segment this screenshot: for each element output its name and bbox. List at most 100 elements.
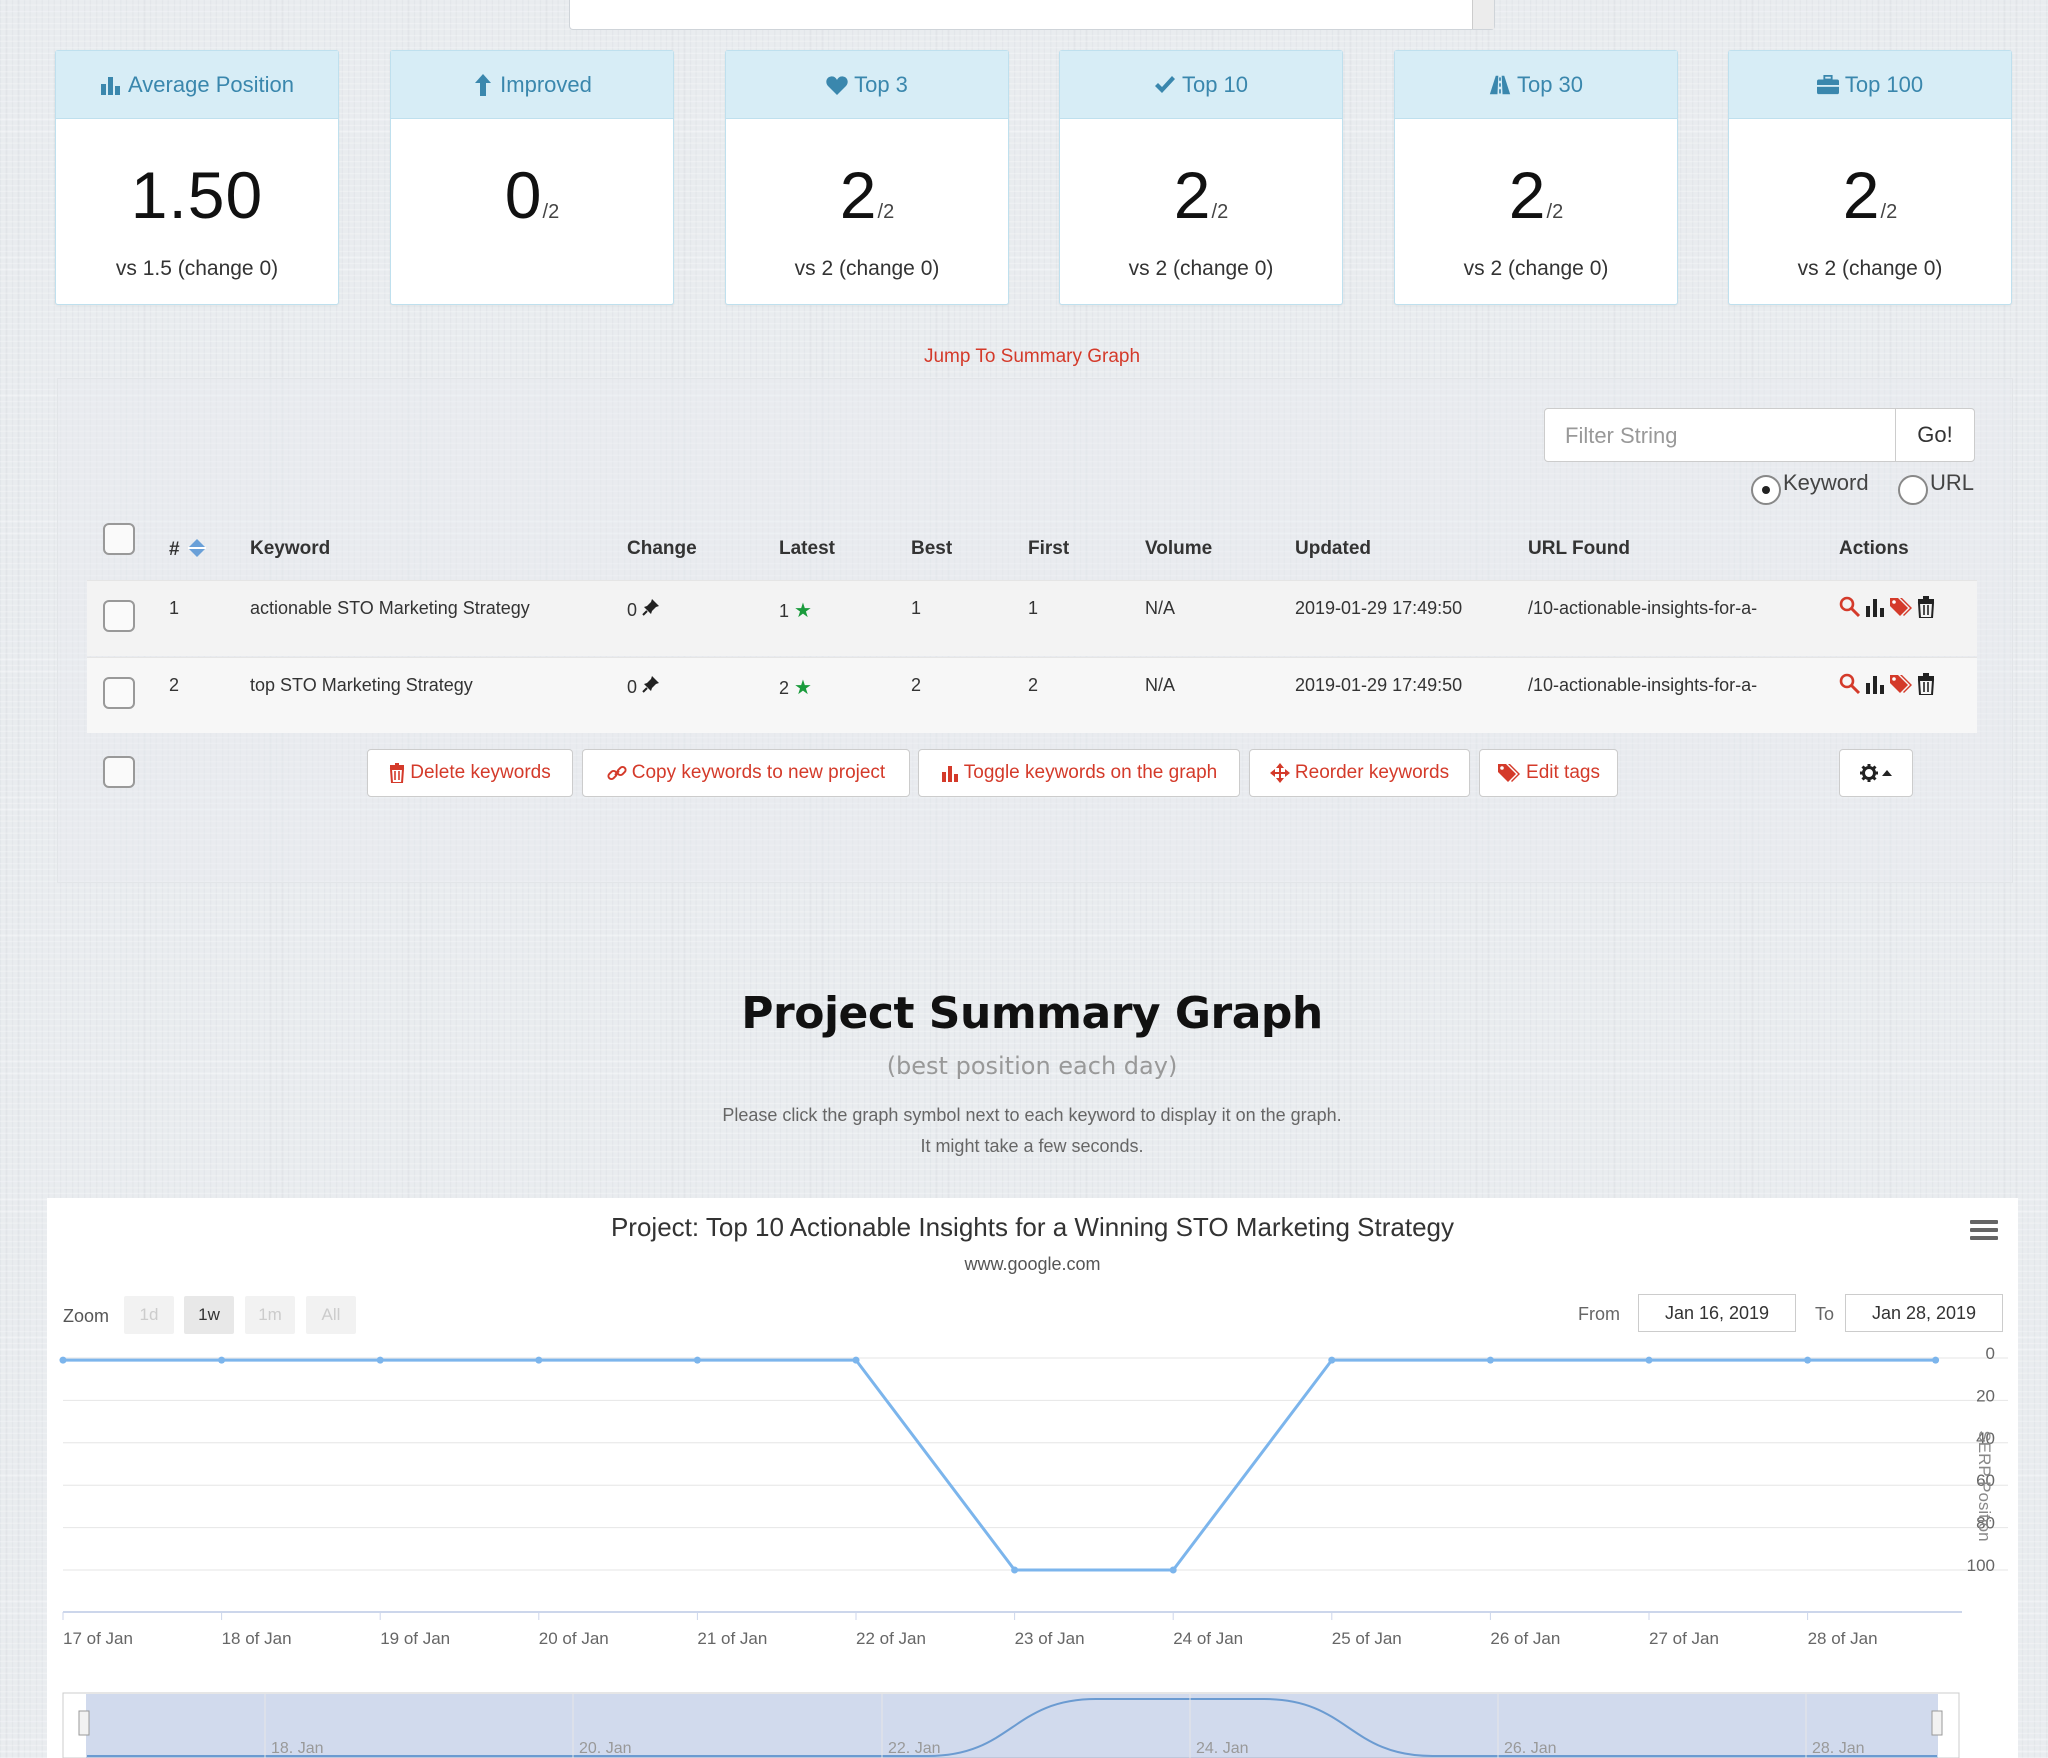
- cell-num-text: 2: [169, 675, 180, 695]
- navigator-handle[interactable]: [1931, 1710, 1943, 1736]
- radio-url-circle[interactable]: [1898, 475, 1928, 505]
- navigator-frame: [62, 1692, 1960, 1758]
- data-point[interactable]: [1645, 1356, 1653, 1364]
- col-num[interactable]: #: [169, 538, 209, 561]
- x-tick-label: 21 of Jan: [697, 1629, 767, 1648]
- go-button[interactable]: Go!: [1895, 408, 1975, 462]
- col-change[interactable]: Change: [627, 538, 697, 559]
- data-point[interactable]: [1011, 1566, 1019, 1574]
- summary-note-1: Please click the graph symbol next to ea…: [722, 1105, 1342, 1125]
- sort-icon[interactable]: [185, 538, 209, 558]
- zoom-1w-button[interactable]: 1w: [184, 1296, 234, 1334]
- stat-card-value: 2/2: [1729, 157, 2011, 232]
- x-tick-label: 25 of Jan: [1332, 1629, 1402, 1648]
- select-all-checkbox[interactable]: [103, 523, 135, 555]
- data-point[interactable]: [59, 1356, 67, 1364]
- cell-best-text: 2: [911, 675, 922, 695]
- stat-value: 2: [1508, 158, 1547, 232]
- cell-updated: 2019-01-29 17:49:50: [1295, 675, 1462, 696]
- to-date-input[interactable]: Jan 28, 2019: [1845, 1294, 2003, 1332]
- col-volume[interactable]: Volume: [1145, 538, 1213, 559]
- cell-best: 2: [911, 675, 921, 696]
- data-point[interactable]: [535, 1356, 543, 1364]
- cell-latest: 2 ★: [779, 675, 812, 700]
- stat-card-title: Average Position: [128, 71, 294, 97]
- stat-card-title: Top 10: [1181, 71, 1249, 97]
- col-latest[interactable]: Latest: [779, 538, 835, 559]
- pin-icon: [642, 676, 660, 693]
- row-actions: [1839, 596, 1935, 618]
- top-text-box[interactable]: [569, 0, 1495, 30]
- stat-card-title: Top 30: [1516, 71, 1584, 97]
- zoom-all-button[interactable]: All: [306, 1296, 356, 1334]
- scrollbar[interactable]: [1472, 0, 1494, 29]
- trash-icon[interactable]: [1917, 596, 1935, 618]
- data-point[interactable]: [218, 1356, 226, 1364]
- search-icon[interactable]: [1839, 596, 1861, 618]
- to-label: To: [1815, 1304, 1835, 1324]
- cell-volume-text: N/A: [1145, 598, 1176, 618]
- data-point[interactable]: [1328, 1356, 1336, 1364]
- row-checkbox[interactable]: [103, 677, 135, 709]
- stat-card-header: Top 3: [726, 51, 1008, 119]
- data-point[interactable]: [693, 1356, 701, 1364]
- data-point[interactable]: [376, 1356, 384, 1364]
- data-point[interactable]: [1804, 1356, 1812, 1364]
- summary-chart[interactable]: Project: Top 10 Actionable Insights for …: [47, 1198, 2018, 1758]
- cell-updated: 2019-01-29 17:49:50: [1295, 598, 1462, 619]
- toggle-keywords-button[interactable]: Toggle keywords on the graph: [918, 749, 1240, 797]
- trash-icon[interactable]: [1917, 673, 1935, 695]
- bar-chart-icon[interactable]: [1865, 674, 1885, 694]
- zoom-1m-button[interactable]: 1m: [245, 1296, 295, 1334]
- col-url-found[interactable]: URL Found: [1528, 538, 1631, 559]
- bulk-select-checkbox[interactable]: [103, 756, 135, 788]
- cell-url-found: /10-actionable-insights-for-a-: [1528, 598, 1757, 619]
- data-point[interactable]: [1932, 1356, 1940, 1364]
- copy-keywords-button[interactable]: Copy keywords to new project: [582, 749, 910, 797]
- radio-url[interactable]: URL: [1898, 470, 1974, 505]
- toggle-keywords-label: Toggle keywords on the graph: [963, 762, 1218, 783]
- cell-url-found-text: /10-actionable-insights-for-a-: [1528, 598, 1758, 618]
- delete-keywords-button[interactable]: Delete keywords: [367, 749, 573, 797]
- col-first[interactable]: First: [1028, 538, 1070, 559]
- cell-num-text: 1: [169, 598, 180, 618]
- move-icon: [1269, 763, 1290, 783]
- navigator-handle[interactable]: [78, 1710, 90, 1736]
- reorder-keywords-button[interactable]: Reorder keywords: [1249, 749, 1470, 797]
- series-line[interactable]: [63, 1358, 1936, 1572]
- zoom-1d-button[interactable]: 1d: [124, 1296, 174, 1334]
- tags-icon[interactable]: [1889, 597, 1913, 617]
- cell-change-text: 0: [627, 600, 638, 620]
- tags-icon[interactable]: [1889, 674, 1913, 694]
- filter-input[interactable]: Filter String: [1544, 408, 1896, 462]
- stat-comparison: vs 2 (change 0): [1128, 257, 1274, 280]
- from-date-input[interactable]: Jan 16, 2019: [1638, 1294, 1796, 1332]
- stat-card-top-10: Top 10 2/2 vs 2 (change 0): [1059, 50, 1343, 305]
- table-row[interactable]: [87, 657, 1977, 733]
- x-tick-label: 26 of Jan: [1490, 1629, 1560, 1648]
- radio-keyword[interactable]: Keyword: [1751, 470, 1869, 505]
- bar-chart-icon[interactable]: [1865, 597, 1885, 617]
- cell-latest: 1 ★: [779, 598, 812, 623]
- hamburger-menu-icon[interactable]: [1970, 1220, 1998, 1244]
- y-tick-label: 80: [1976, 1514, 1995, 1533]
- radio-keyword-circle[interactable]: [1751, 475, 1781, 505]
- col-updated[interactable]: Updated: [1295, 538, 1371, 559]
- navigator-label: 26. Jan: [1504, 1740, 1556, 1757]
- stat-total: /2: [1211, 201, 1229, 223]
- col-best[interactable]: Best: [911, 538, 953, 559]
- jump-to-summary-link[interactable]: Jump To Summary Graph: [923, 346, 1141, 367]
- chart-plot[interactable]: 0 20 40 60 80 100 17 of Jan 18 of Jan 19 of Jan 2…: [47, 1198, 2018, 1758]
- col-keyword[interactable]: Keyword: [250, 538, 331, 559]
- navigator-mask[interactable]: [86, 1694, 1938, 1758]
- row-checkbox[interactable]: [103, 600, 135, 632]
- settings-dropdown-button[interactable]: [1839, 749, 1913, 797]
- radio-url-label: URL: [1930, 470, 1975, 495]
- edit-tags-button[interactable]: Edit tags: [1479, 749, 1618, 797]
- data-point[interactable]: [1486, 1356, 1494, 1364]
- data-point[interactable]: [1169, 1566, 1177, 1574]
- table-row[interactable]: [87, 580, 1977, 656]
- data-point[interactable]: [852, 1356, 860, 1364]
- search-icon[interactable]: [1839, 673, 1861, 695]
- cell-num: 2: [169, 675, 179, 696]
